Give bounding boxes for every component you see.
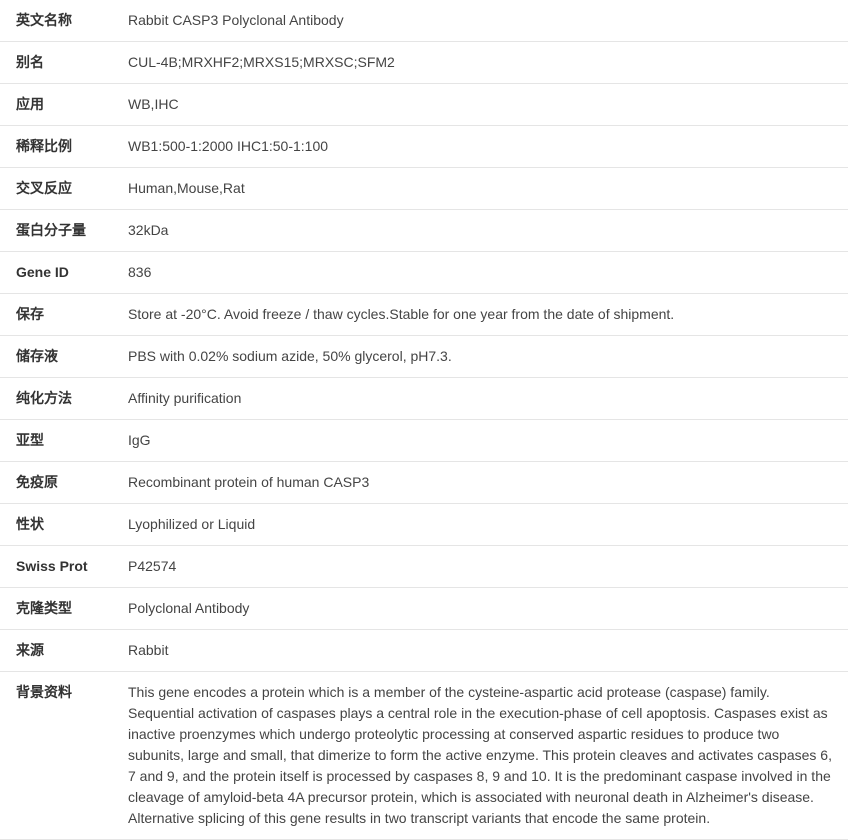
spec-value: Rabbit [120, 630, 848, 672]
spec-label: 交叉反应 [0, 168, 120, 210]
spec-label: 别名 [0, 42, 120, 84]
spec-label: 蛋白分子量 [0, 210, 120, 252]
spec-label: 保存 [0, 294, 120, 336]
spec-value: This gene encodes a protein which is a m… [120, 672, 848, 840]
spec-value: 836 [120, 252, 848, 294]
spec-row: 别名CUL-4B;MRXHF2;MRXS15;MRXSC;SFM2 [0, 42, 848, 84]
spec-row: 应用WB,IHC [0, 84, 848, 126]
spec-value: PBS with 0.02% sodium azide, 50% glycero… [120, 336, 848, 378]
spec-label: 背景资料 [0, 672, 120, 840]
spec-label: 性状 [0, 504, 120, 546]
spec-value: P42574 [120, 546, 848, 588]
spec-label: 克隆类型 [0, 588, 120, 630]
spec-row: 背景资料This gene encodes a protein which is… [0, 672, 848, 840]
spec-label: 来源 [0, 630, 120, 672]
spec-value: WB,IHC [120, 84, 848, 126]
spec-value: WB1:500-1:2000 IHC1:50-1:100 [120, 126, 848, 168]
antibody-spec-table: 英文名称Rabbit CASP3 Polyclonal Antibody别名CU… [0, 0, 848, 840]
spec-row: 克隆类型Polyclonal Antibody [0, 588, 848, 630]
spec-label: 亚型 [0, 420, 120, 462]
spec-value: CUL-4B;MRXHF2;MRXS15;MRXSC;SFM2 [120, 42, 848, 84]
spec-value: 32kDa [120, 210, 848, 252]
spec-row: 保存Store at -20°C. Avoid freeze / thaw cy… [0, 294, 848, 336]
spec-row: 交叉反应Human,Mouse,Rat [0, 168, 848, 210]
spec-value: Affinity purification [120, 378, 848, 420]
spec-row: 性状Lyophilized or Liquid [0, 504, 848, 546]
spec-label: 英文名称 [0, 0, 120, 42]
spec-row: 来源Rabbit [0, 630, 848, 672]
spec-row: 储存液PBS with 0.02% sodium azide, 50% glyc… [0, 336, 848, 378]
spec-label: 免疫原 [0, 462, 120, 504]
spec-label: 稀释比例 [0, 126, 120, 168]
spec-row: Gene ID836 [0, 252, 848, 294]
spec-label: Gene ID [0, 252, 120, 294]
spec-value: Human,Mouse,Rat [120, 168, 848, 210]
spec-value: Store at -20°C. Avoid freeze / thaw cycl… [120, 294, 848, 336]
spec-value: IgG [120, 420, 848, 462]
spec-row: 免疫原Recombinant protein of human CASP3 [0, 462, 848, 504]
spec-label: 储存液 [0, 336, 120, 378]
spec-row: 蛋白分子量32kDa [0, 210, 848, 252]
spec-label: Swiss Prot [0, 546, 120, 588]
spec-value: Polyclonal Antibody [120, 588, 848, 630]
spec-row: 纯化方法Affinity purification [0, 378, 848, 420]
spec-row: 稀释比例WB1:500-1:2000 IHC1:50-1:100 [0, 126, 848, 168]
spec-row: 亚型IgG [0, 420, 848, 462]
spec-value: Lyophilized or Liquid [120, 504, 848, 546]
spec-value: Recombinant protein of human CASP3 [120, 462, 848, 504]
spec-label: 应用 [0, 84, 120, 126]
spec-table-body: 英文名称Rabbit CASP3 Polyclonal Antibody别名CU… [0, 0, 848, 840]
spec-row: Swiss ProtP42574 [0, 546, 848, 588]
spec-value: Rabbit CASP3 Polyclonal Antibody [120, 0, 848, 42]
spec-row: 英文名称Rabbit CASP3 Polyclonal Antibody [0, 0, 848, 42]
spec-label: 纯化方法 [0, 378, 120, 420]
